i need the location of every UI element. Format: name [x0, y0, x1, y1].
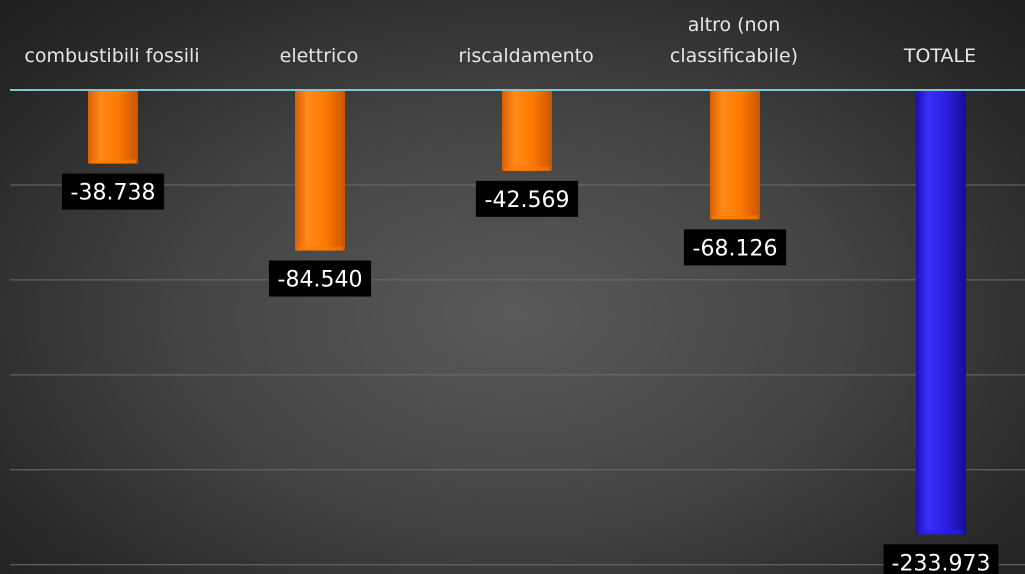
data-label-text: -68.126 — [693, 236, 778, 261]
data-label-text: -42.569 — [485, 188, 570, 213]
data-label-text: -38.738 — [71, 181, 156, 206]
data-label-4: -233.973 — [883, 544, 999, 574]
category-label: combustibili fossili — [24, 45, 199, 67]
data-label-box — [268, 260, 372, 297]
data-label-1: -84.540 — [268, 260, 372, 297]
category-label: elettrico — [280, 45, 359, 67]
data-label-box — [883, 544, 999, 574]
data-label-3: -68.126 — [683, 229, 787, 266]
data-label-2: -42.569 — [475, 180, 579, 217]
category-label: TOTALE — [903, 45, 976, 67]
data-label-text: -233.973 — [892, 551, 991, 574]
data-label-box — [475, 180, 579, 217]
bar-3 — [710, 90, 760, 220]
data-label-0: -38.738 — [61, 173, 165, 210]
bar-cap-3 — [712, 215, 758, 220]
bars — [88, 90, 966, 535]
bar-1 — [295, 90, 345, 251]
bar-2 — [502, 90, 552, 171]
bar-cap-4 — [918, 530, 964, 535]
category-label: classificabile) — [670, 45, 798, 67]
gridlines — [10, 184, 1025, 566]
data-label-text: -84.540 — [278, 268, 363, 293]
data-label-box — [61, 173, 165, 210]
bar-4 — [916, 90, 966, 535]
category-label: riscaldamento — [458, 45, 593, 67]
data-label-box — [683, 229, 787, 266]
bar-cap-0 — [90, 159, 136, 164]
bar-cap-2 — [504, 166, 550, 171]
bar-0 — [88, 90, 138, 164]
bar-cap-1 — [297, 246, 343, 251]
labels: combustibili fossili elettrico riscaldamen… — [24, 14, 999, 574]
category-label: altro (non — [688, 14, 781, 36]
